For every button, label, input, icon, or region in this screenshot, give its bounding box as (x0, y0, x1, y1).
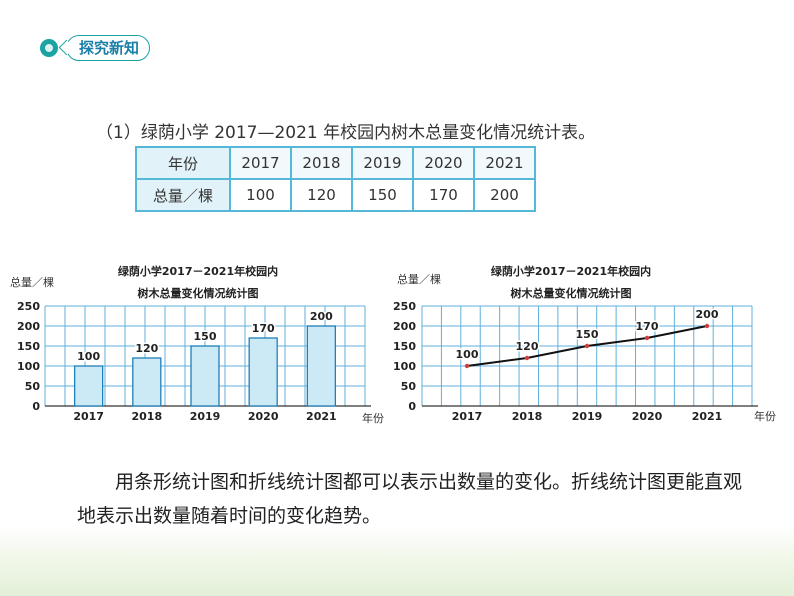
section-bullet-icon (40, 39, 58, 57)
table-head-year: 年份 (135, 146, 231, 180)
bar-chart-ylabel: 总量／棵 (10, 275, 54, 289)
bar-chart-xtick-label: 2018 (132, 410, 163, 423)
table-row-totals: 总量／棵 100 120 150 170 200 (135, 178, 536, 212)
line-chart-data-label: 100 (456, 348, 479, 361)
data-table: 年份 2017 2018 2019 2020 2021 总量／棵 100 120… (135, 146, 536, 212)
line-chart-ytick-label: 250 (393, 300, 416, 313)
bar-chart-data-label: 120 (135, 342, 158, 355)
bar-chart-bar (132, 357, 162, 407)
table-cell-total: 170 (412, 178, 475, 212)
bar-chart-xlabel: 年份 (362, 411, 384, 425)
line-chart-ytick-label: 100 (393, 360, 416, 373)
table-row-years: 年份 2017 2018 2019 2020 2021 (135, 146, 536, 180)
line-chart-point (644, 335, 650, 341)
line-chart-point (464, 363, 470, 369)
table-cell-year: 2019 (351, 146, 414, 180)
line-chart-ylabel: 总量／棵 (397, 272, 441, 286)
bar-chart-ytick-label: 50 (25, 380, 41, 393)
line-chart-data-label: 200 (696, 308, 719, 321)
bar-chart-xtick-label: 2021 (306, 410, 337, 423)
line-chart-ytick-label: 0 (408, 400, 416, 413)
table-cell-total: 120 (290, 178, 353, 212)
line-chart-point (584, 343, 590, 349)
bar-chart-ytick-label: 200 (17, 320, 40, 333)
table-cell-total: 100 (229, 178, 292, 212)
line-chart-xtick-label: 2018 (512, 410, 543, 423)
bar-chart-bar (248, 337, 278, 407)
bar-chart-data-label: 150 (194, 330, 217, 343)
bar-chart-data-label: 200 (310, 310, 333, 323)
line-chart-xtick-label: 2019 (572, 410, 603, 423)
line-chart-data-label: 150 (576, 328, 599, 341)
table-cell-total: 150 (351, 178, 414, 212)
line-chart-data-label: 170 (636, 320, 659, 333)
table-cell-year: 2021 (473, 146, 536, 180)
table-cell-year: 2018 (290, 146, 353, 180)
summary-text: 用条形统计图和折线统计图都可以表示出数量的变化。折线统计图更能直观地表示出数量随… (77, 471, 743, 527)
table-caption: （1）绿荫小学 2017—2021 年校园内树木总量变化情况统计表。 (96, 123, 596, 143)
background-band (0, 526, 794, 596)
line-chart-xtick-label: 2021 (692, 410, 723, 423)
line-chart-xtick-label: 2017 (452, 410, 483, 423)
section-tag-label: 探究新知 (66, 35, 151, 61)
bar-chart-xtick-label: 2019 (190, 410, 221, 423)
line-chart-data-label: 120 (516, 340, 539, 353)
bar-chart-xtick-label: 2017 (73, 410, 104, 423)
table-cell-year: 2020 (412, 146, 475, 180)
bar-chart-ytick-label: 150 (17, 340, 40, 353)
bar-chart-ytick-label: 100 (17, 360, 40, 373)
bar-chart-bar (190, 345, 220, 407)
table-cell-year: 2017 (229, 146, 292, 180)
bar-chart-bar (306, 325, 337, 407)
summary-paragraph: 用条形统计图和折线统计图都可以表示出数量的变化。折线统计图更能直观地表示出数量随… (77, 465, 747, 533)
bar-chart-data-label: 170 (252, 322, 275, 335)
bar-chart-xtick-label: 2020 (248, 410, 279, 423)
bar-chart-ytick-label: 0 (32, 400, 40, 413)
bar-chart-bar (73, 365, 104, 407)
bar-chart-ytick-label: 250 (17, 300, 40, 313)
line-chart-xtick-label: 2020 (632, 410, 663, 423)
line-chart-point (704, 323, 710, 329)
line-chart-title-line1: 绿荫小学2017－2021年校园内 (491, 264, 651, 278)
bar-chart-title-line1: 绿荫小学2017－2021年校园内 (118, 264, 278, 278)
line-chart-title-line2: 树木总量变化情况统计图 (511, 286, 632, 300)
line-chart-ytick-label: 150 (393, 340, 416, 353)
line-chart-xlabel: 年份 (754, 409, 776, 423)
table-head-total: 总量／棵 (135, 178, 231, 212)
line-chart-ytick-label: 200 (393, 320, 416, 333)
bar-chart-data-label: 100 (77, 350, 100, 363)
line-chart-ytick-label: 50 (401, 380, 417, 393)
table-cell-total: 200 (473, 178, 536, 212)
bar-chart-title-line2: 树木总量变化情况统计图 (138, 286, 259, 300)
line-chart-point (524, 355, 530, 361)
